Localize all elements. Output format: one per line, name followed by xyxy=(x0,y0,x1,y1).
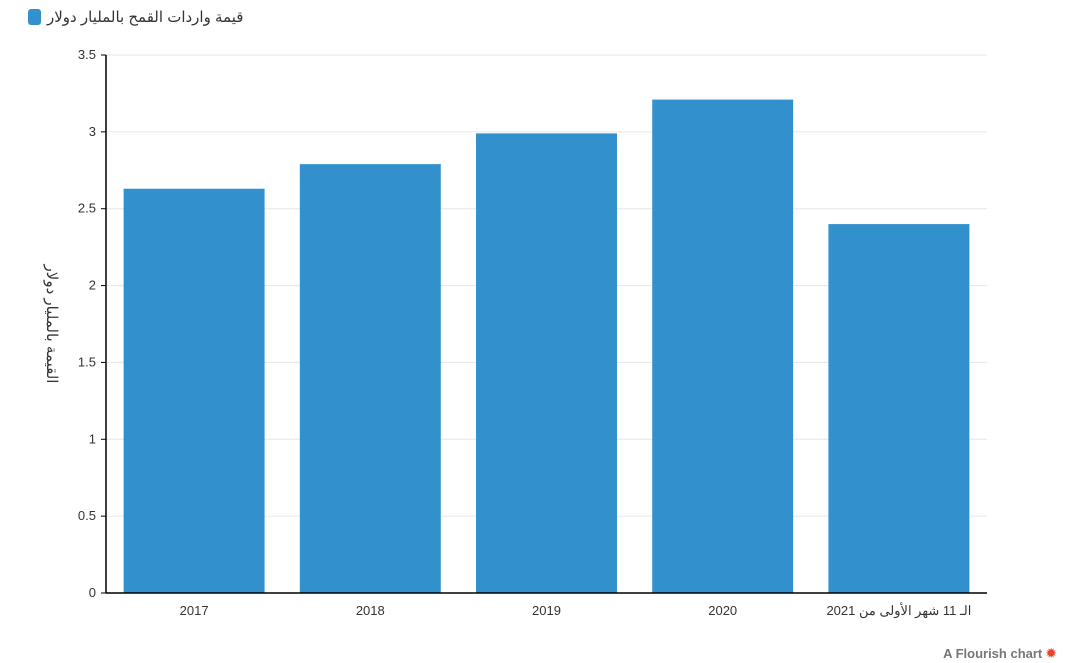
y-tick-label: 0 xyxy=(89,585,96,600)
y-tick-label: 1 xyxy=(89,431,96,446)
bar-2020[interactable] xyxy=(652,99,794,593)
x-tick-label: 2018 xyxy=(356,603,385,618)
bar-الـ 11 شهر الأولى من 2021[interactable] xyxy=(828,224,970,594)
bar-2019[interactable] xyxy=(476,133,617,593)
axes xyxy=(101,54,987,594)
legend-swatch xyxy=(28,9,41,25)
x-tick-label: 2019 xyxy=(532,603,561,618)
tick-labels: 0 0.5 1 1.5 2 2.5 3 3.5 2017 2018 2019 2020 الـ 11 ش… xyxy=(43,47,971,619)
y-tick-label: 2 xyxy=(89,278,96,293)
flourish-credit-link[interactable]: A Flourish chart ✹ xyxy=(943,643,1057,663)
x-tick-label: الـ 11 شهر الأولى من 2021 xyxy=(826,602,971,619)
y-tick-label: 1.5 xyxy=(78,354,96,369)
flourish-star-icon: ✹ xyxy=(1045,645,1057,661)
legend: قيمة واردات القمح بالمليار دولار xyxy=(28,6,243,28)
y-tick-label: 3.5 xyxy=(78,47,96,62)
y-tick-label: 3 xyxy=(89,124,96,139)
x-tick-label: 2020 xyxy=(708,603,737,618)
x-tick-label: 2017 xyxy=(180,603,209,618)
y-axis-title: القيمة بالمليار دولار xyxy=(43,264,60,384)
y-tick-label: 0.5 xyxy=(78,508,96,523)
legend-label: قيمة واردات القمح بالمليار دولار xyxy=(47,9,244,26)
bar-2017[interactable] xyxy=(123,188,265,593)
credit-text: A Flourish chart xyxy=(943,645,1043,661)
y-tick-label: 2.5 xyxy=(78,201,96,216)
bars xyxy=(123,99,970,594)
bar-2018[interactable] xyxy=(299,164,441,593)
